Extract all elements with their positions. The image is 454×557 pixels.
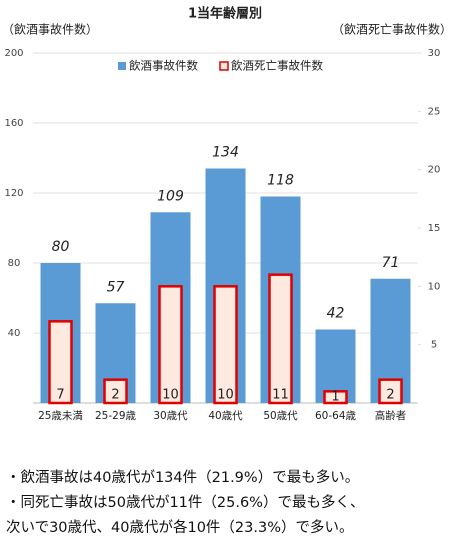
death-value-label: 10 (162, 388, 179, 403)
note: 次いで30歳代、40歳代が各10件（23.3%）で多い。 (6, 520, 354, 536)
death-value-label: 2 (111, 388, 119, 403)
value-label: 57 (107, 279, 125, 295)
x-tick-label: 高齢者 (375, 409, 407, 422)
death-value-label: 11 (272, 388, 289, 403)
death-value-label: 1 (331, 390, 339, 405)
y2-tick-label: 5 (431, 340, 437, 351)
note: ・同死亡事故は50歳代が11件（25.6%）で最も多く、 (6, 495, 365, 511)
legend-label: 飲酒死亡事故件数 (231, 59, 323, 73)
value-label: 109 (157, 188, 184, 204)
value-label: 71 (382, 255, 400, 271)
y-axis-label: （飲酒事故件数） (2, 22, 98, 37)
death-value-label: 7 (56, 388, 64, 403)
y2-tick-label: 10 (428, 281, 441, 292)
value-label: 42 (327, 306, 345, 322)
legend-swatch (118, 62, 126, 70)
death-bar (268, 273, 293, 405)
value-label: 80 (52, 239, 70, 255)
x-tick-label: 60-64歳 (315, 410, 357, 422)
death-bar (213, 285, 238, 405)
death-bar (323, 390, 348, 405)
y2-axis-label: （飲酒死亡事故件数） (332, 22, 452, 37)
note: ・飲酒事故は40歳代が134件（21.9%）で最も多い。 (6, 470, 360, 486)
death-bar (48, 320, 73, 405)
y2-tick-label: 30 (428, 48, 441, 59)
value-label: 118 (267, 173, 294, 189)
y2-tick-label: 25 (428, 106, 441, 117)
legend-label: 飲酒事故件数 (129, 59, 198, 73)
y-tick-label: 160 (4, 118, 23, 129)
x-tick-label: 40歳代 (208, 410, 243, 422)
death-value-label: 2 (386, 388, 394, 403)
y-tick-label: 120 (4, 188, 23, 199)
x-tick-label: 25-29歳 (95, 410, 137, 422)
death-bar (103, 378, 128, 405)
legend-swatch (219, 61, 229, 71)
y2-tick-label: 20 (428, 165, 441, 176)
y-tick-label: 80 (8, 258, 21, 269)
chart: 1当年齢層別 （飲酒事故件数） （飲酒死亡事故件数） 4080120160200… (2, 6, 452, 423)
x-tick-label: 25歳未満 (38, 410, 83, 422)
death-value-label: 10 (217, 388, 234, 403)
y-tick-label: 200 (4, 48, 23, 59)
x-tick-label: 50歳代 (263, 410, 298, 422)
death-bar (158, 285, 183, 405)
y-tick-label: 40 (8, 328, 21, 339)
death-bar (378, 378, 403, 405)
notes: ・飲酒事故は40歳代が134件（21.9%）で最も多い。 ・同死亡事故は50歳代が… (6, 466, 364, 541)
x-tick-label: 30歳代 (153, 410, 188, 422)
value-label: 134 (212, 145, 239, 161)
y2-tick-label: 15 (428, 223, 441, 234)
chart-title: 1当年齢層別 (188, 6, 262, 22)
